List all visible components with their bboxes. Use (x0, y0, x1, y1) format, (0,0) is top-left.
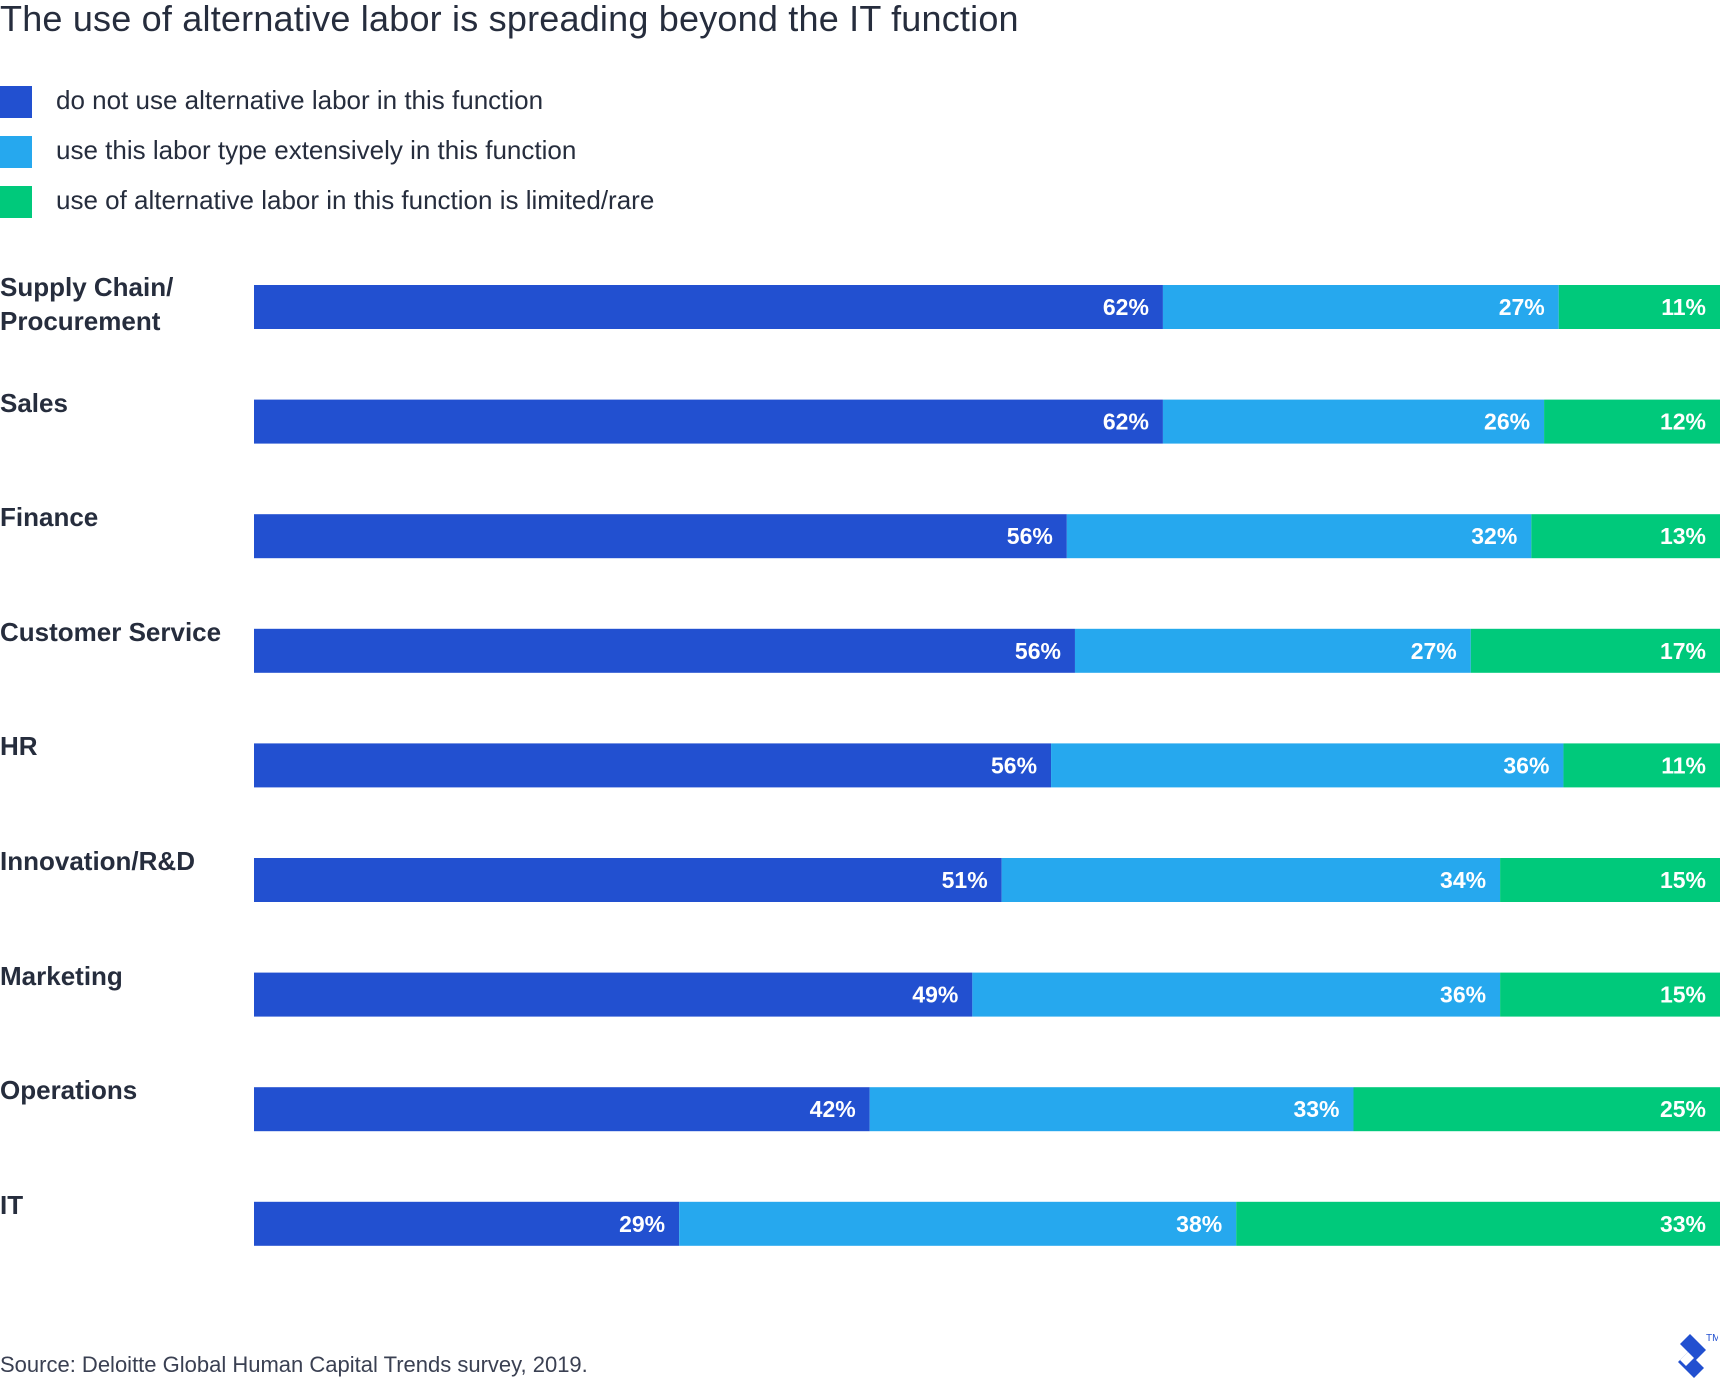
trademark-label: TM (1706, 1333, 1718, 1344)
data-label: 11% (1661, 752, 1706, 778)
data-label: 38% (1176, 1211, 1222, 1237)
bar-segment (679, 1202, 1236, 1246)
data-label: 13% (1660, 523, 1706, 549)
bar-segment (254, 973, 972, 1017)
data-label: 29% (619, 1211, 665, 1237)
bar-segment (254, 858, 1002, 902)
data-label: 56% (1015, 638, 1061, 664)
data-label: 27% (1499, 294, 1545, 320)
bar-segment (254, 400, 1163, 444)
data-label: 56% (991, 752, 1037, 778)
data-label: 49% (912, 982, 958, 1008)
bar-segment (1002, 858, 1500, 902)
bar-segment (972, 973, 1500, 1017)
data-label: 33% (1660, 1211, 1706, 1237)
bar-segment (1051, 743, 1563, 787)
source-note: Source: Deloitte Global Human Capital Tr… (0, 1352, 588, 1378)
data-label: 36% (1503, 752, 1549, 778)
bar-segment (1067, 514, 1531, 558)
data-label: 15% (1660, 982, 1706, 1008)
bar-segment (870, 1087, 1354, 1131)
data-label: 27% (1411, 638, 1457, 664)
data-label: 12% (1660, 409, 1706, 435)
data-label: 62% (1103, 294, 1149, 320)
data-label: 15% (1660, 867, 1706, 893)
data-label: 36% (1440, 982, 1486, 1008)
data-label: 34% (1440, 867, 1486, 893)
toptal-logo-icon: TM (1672, 1330, 1718, 1380)
data-label: 51% (942, 867, 988, 893)
data-label: 32% (1471, 523, 1517, 549)
bar-segment (254, 285, 1163, 329)
data-label: 56% (1007, 523, 1053, 549)
bar-segment (254, 1087, 870, 1131)
bar-segment (254, 743, 1051, 787)
data-label: 33% (1293, 1096, 1339, 1122)
data-label: 26% (1484, 409, 1530, 435)
bar-segment (254, 629, 1075, 673)
data-label: 42% (810, 1096, 856, 1122)
data-label: 17% (1660, 638, 1706, 664)
bar-segment (254, 1202, 679, 1246)
data-label: 25% (1660, 1096, 1706, 1122)
data-label: 11% (1661, 294, 1706, 320)
bar-segment (254, 514, 1067, 558)
bar-segment (1236, 1202, 1720, 1246)
data-label: 62% (1103, 409, 1149, 435)
